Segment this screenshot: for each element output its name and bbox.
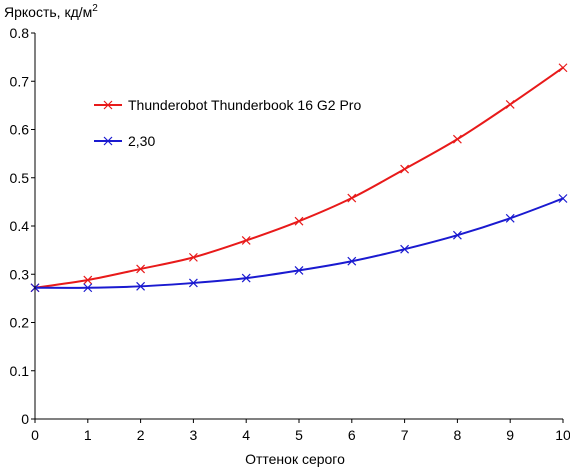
x-tick-label: 7 [401, 427, 409, 443]
data-point [558, 194, 568, 203]
legend-label: 2,30 [128, 133, 155, 149]
data-point [400, 244, 410, 254]
data-point [347, 256, 357, 266]
x-tick-label: 8 [454, 427, 462, 443]
x-tick-label: 4 [242, 427, 250, 443]
data-point [83, 283, 93, 293]
data-point [347, 193, 357, 203]
data-point [136, 264, 146, 274]
data-point [136, 281, 146, 291]
data-point [83, 275, 93, 285]
data-point [241, 236, 251, 245]
x-axis-title: Оттенок серого [245, 451, 345, 467]
data-point [452, 134, 462, 144]
data-point [241, 273, 251, 283]
series-1 [30, 63, 568, 293]
legend: Thunderobot Thunderbook 16 G2 Pro 2,30 [94, 97, 361, 149]
series-2 [30, 194, 568, 293]
x-tick-label: 6 [348, 427, 356, 443]
x-tick-label: 0 [31, 427, 39, 443]
y-tick-label: 0 [21, 411, 29, 427]
data-point [400, 164, 410, 174]
x-tick-label: 5 [295, 427, 303, 443]
data-point [505, 99, 515, 109]
data-point [505, 213, 515, 223]
y-tick-label: 0.7 [10, 73, 30, 89]
x-tick-label: 2 [137, 427, 145, 443]
y-tick-label: 0.6 [10, 122, 30, 138]
data-point [188, 278, 198, 288]
y-axis-title-superscript: 2 [92, 3, 98, 14]
legend-label: Thunderobot Thunderbook 16 G2 Pro [128, 97, 361, 113]
x-tick-label: 9 [506, 427, 514, 443]
x-tick-label: 3 [190, 427, 198, 443]
data-point [452, 230, 462, 240]
series-group [30, 63, 568, 293]
legend-marker [103, 136, 113, 146]
y-tick-label: 0.4 [10, 218, 30, 234]
y-axis-title: Яркость, кд/м2 [4, 3, 98, 20]
y-ticks: 0 0.1 0.2 0.3 0.4 0.5 0.6 0.7 0.8 [10, 25, 35, 427]
legend-entry-2: 2,30 [94, 133, 155, 149]
y-tick-label: 0.8 [10, 25, 30, 41]
x-tick-label: 10 [555, 427, 570, 443]
legend-entry-1: Thunderobot Thunderbook 16 G2 Pro [94, 97, 361, 113]
data-point [294, 216, 304, 226]
y-tick-label: 0.1 [10, 363, 30, 379]
data-point [188, 252, 198, 262]
data-point [294, 265, 304, 275]
x-ticks: 0 1 2 3 4 5 6 7 8 9 10 [31, 419, 570, 443]
legend-marker [103, 100, 113, 110]
y-tick-label: 0.5 [10, 170, 30, 186]
y-tick-label: 0.2 [10, 315, 30, 331]
x-tick-label: 1 [84, 427, 92, 443]
y-axis-title-text: Яркость, кд/м [4, 4, 92, 20]
y-tick-label: 0.3 [10, 266, 30, 282]
data-point [558, 63, 568, 73]
